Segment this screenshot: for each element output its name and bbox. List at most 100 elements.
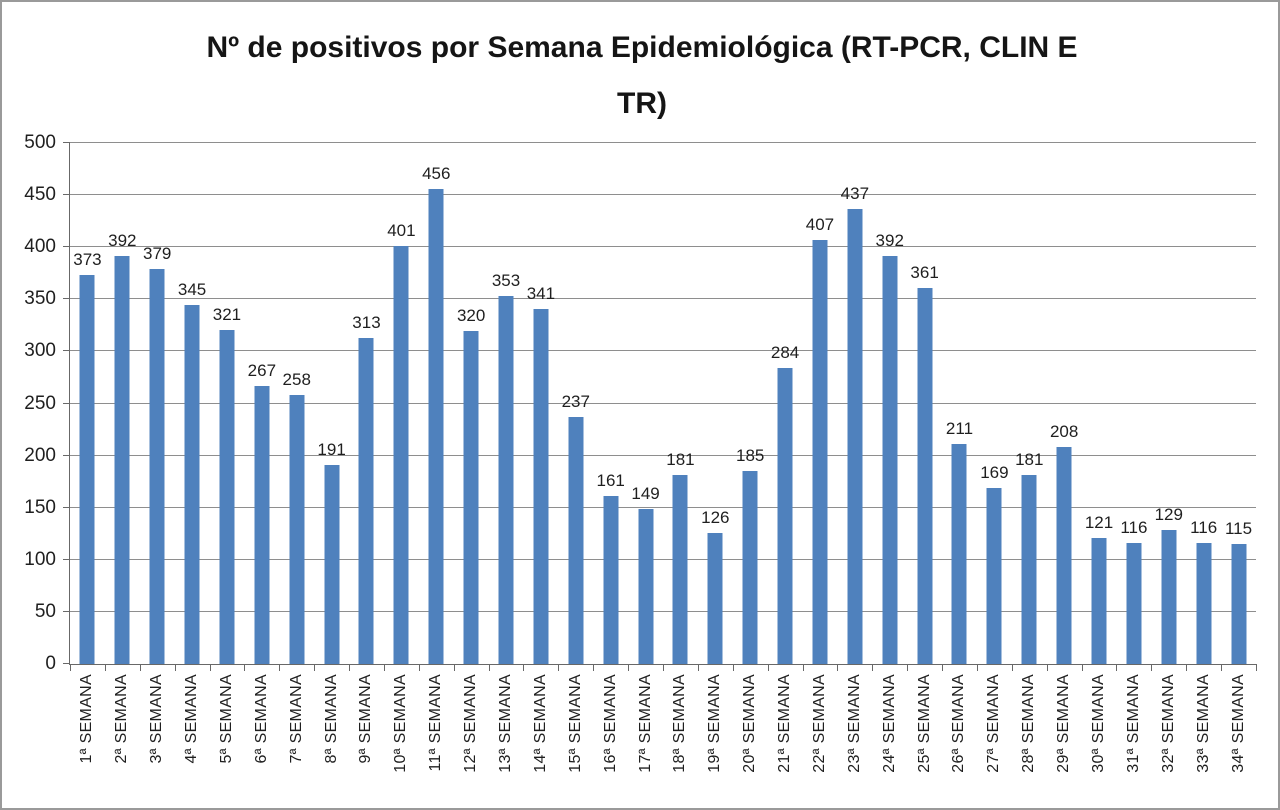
category-slot: 392 2ª SEMANA xyxy=(105,143,140,764)
chart-title-line-2: TR) xyxy=(617,87,667,120)
category-slot: 181 18ª SEMANA xyxy=(663,143,698,772)
x-axis-category-text: 22ª SEMANA xyxy=(810,674,828,773)
category-slot: 116 31ª SEMANA xyxy=(1116,143,1151,773)
x-axis-category-label: 18ª SEMANA xyxy=(671,674,689,773)
x-axis-tick xyxy=(697,664,699,671)
x-axis-category-label: 8ª SEMANA xyxy=(323,674,341,764)
bar xyxy=(1056,447,1072,664)
category-slot: 437 23ª SEMANA xyxy=(837,143,872,773)
bar-value-label: 258 xyxy=(282,370,311,390)
x-axis-tick xyxy=(453,664,455,671)
plot-area: 0 50 100 150 200 250 300 350 400 450 500 373 1ª SEMA… xyxy=(24,132,1257,773)
category-slot: 149 17ª SEMANA xyxy=(628,143,663,773)
x-axis-category-label: 1ª SEMANA xyxy=(78,674,96,764)
y-axis-label: 400 xyxy=(24,236,56,258)
x-axis-tick xyxy=(942,664,944,671)
x-axis-tick xyxy=(1221,664,1223,671)
x-axis-category-label: 29ª SEMANA xyxy=(1055,674,1073,773)
category-slot: 401 10ª SEMANA xyxy=(384,143,419,773)
category-slot: 353 13ª SEMANA xyxy=(489,143,524,773)
bar xyxy=(986,487,1002,664)
category-slot: 320 12ª SEMANA xyxy=(454,143,489,773)
x-axis-category-label: 12ª SEMANA xyxy=(462,674,480,773)
x-axis-tick xyxy=(104,664,106,671)
x-axis-category-label: 2ª SEMANA xyxy=(113,674,131,764)
y-axis-label: 300 xyxy=(24,340,56,362)
category-slot: 237 15ª SEMANA xyxy=(558,143,593,773)
bar xyxy=(1196,543,1212,664)
x-axis-category-text: 13ª SEMANA xyxy=(497,674,515,773)
x-axis-category-text: 24ª SEMANA xyxy=(880,674,898,773)
bar-value-label: 361 xyxy=(910,262,939,282)
x-axis-category-text: 2ª SEMANA xyxy=(113,674,131,764)
bar-value-label: 211 xyxy=(945,419,974,439)
x-axis-category-text: 12ª SEMANA xyxy=(462,674,480,773)
y-axis-tick xyxy=(63,506,70,508)
y-axis-label: 100 xyxy=(24,548,56,570)
bar-value-label: 353 xyxy=(491,271,521,291)
bar xyxy=(393,246,409,664)
bar-value-label: 373 xyxy=(73,250,102,270)
x-axis-category-label: 11ª SEMANA xyxy=(427,674,445,772)
bar-value-label: 341 xyxy=(526,283,556,303)
x-axis-category-label: 4ª SEMANA xyxy=(183,674,201,764)
x-axis-tick xyxy=(907,664,909,671)
x-axis-tick xyxy=(802,664,804,671)
x-axis-category-text: 8ª SEMANA xyxy=(322,674,340,764)
bar xyxy=(1021,475,1037,664)
x-axis-category-label: 16ª SEMANA xyxy=(602,674,620,773)
x-axis-category-text: 6ª SEMANA xyxy=(252,674,270,764)
x-axis-category-label: 23ª SEMANA xyxy=(846,674,864,773)
gridline xyxy=(70,610,1256,612)
bar-value-label: 437 xyxy=(840,183,870,203)
bar-value-label: 116 xyxy=(1120,518,1148,538)
x-axis-category-text: 33ª SEMANA xyxy=(1194,674,1212,773)
x-axis-tick xyxy=(523,664,525,671)
x-axis-tick xyxy=(1081,664,1083,671)
bar xyxy=(777,368,793,664)
category-slot: 116 33ª SEMANA xyxy=(1186,143,1221,773)
y-axis-label: 0 xyxy=(45,653,56,674)
category-slot: 126 19ª SEMANA xyxy=(698,143,733,773)
category-slot: 258 7ª SEMANA xyxy=(279,143,314,763)
x-axis-tick xyxy=(1011,664,1013,671)
x-axis-category-text: 23ª SEMANA xyxy=(845,674,863,773)
x-axis-tick xyxy=(314,664,316,671)
bar xyxy=(184,304,200,664)
x-axis-category-label: 20ª SEMANA xyxy=(741,674,759,773)
bar xyxy=(498,296,514,664)
bar-value-label: 401 xyxy=(387,221,416,241)
x-axis-category-text: 29ª SEMANA xyxy=(1055,674,1073,773)
x-axis-category-text: 4ª SEMANA xyxy=(183,674,201,764)
x-axis-category-text: 11ª SEMANA xyxy=(427,674,445,772)
category-slot: 208 29ª SEMANA xyxy=(1047,143,1082,772)
bar xyxy=(79,275,95,664)
category-slot: 191 8ª SEMANA xyxy=(314,143,349,764)
category-slot: 267 6ª SEMANA xyxy=(244,143,279,764)
bar xyxy=(324,464,340,664)
category-slot: 181 28ª SEMANA xyxy=(1012,143,1047,772)
x-axis-tick xyxy=(593,664,595,671)
gridline xyxy=(70,246,1256,248)
x-axis-tick xyxy=(1116,664,1118,671)
y-axis-label: 250 xyxy=(24,392,56,414)
x-axis-category-label: 26ª SEMANA xyxy=(950,674,968,773)
x-axis-category-text: 27ª SEMANA xyxy=(985,674,1003,773)
x-axis-category-text: 17ª SEMANA xyxy=(636,674,654,773)
bar-value-label: 392 xyxy=(875,230,904,250)
category-slot: 361 25ª SEMANA xyxy=(907,143,942,773)
bar xyxy=(638,508,654,664)
y-axis-tick xyxy=(63,610,70,612)
bar xyxy=(358,337,374,664)
bar-value-label: 185 xyxy=(736,446,765,466)
y-axis-tick xyxy=(63,298,70,300)
bar-value-label: 169 xyxy=(980,462,1009,482)
x-axis-category-text: 30ª SEMANA xyxy=(1090,674,1108,773)
x-axis-tick xyxy=(837,664,839,671)
category-slot: 313 9ª SEMANA xyxy=(349,143,384,764)
x-axis-category-label: 14ª SEMANA xyxy=(532,674,550,773)
x-axis-tick xyxy=(1046,664,1048,671)
x-axis-category-label: 25ª SEMANA xyxy=(916,674,934,773)
bar xyxy=(428,188,444,664)
